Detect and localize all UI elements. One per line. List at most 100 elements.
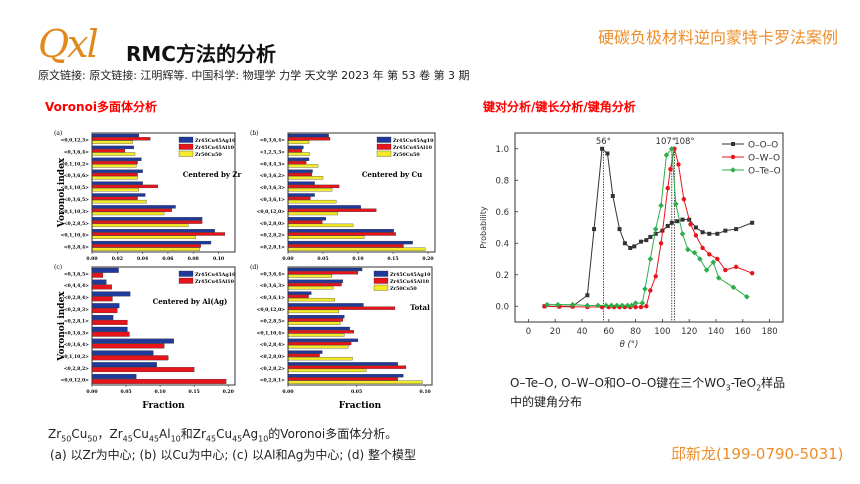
contact-info: 邱新龙(199-0790-5031) [671,445,844,463]
x-tick-label: 0.20 [422,256,433,262]
bar [287,271,359,275]
x-tick-label: 80 [630,327,641,337]
series-line [544,147,753,307]
data-point [665,223,670,228]
bar [287,338,359,342]
panel-label: (d) [250,264,259,271]
x-axis-label: Fraction [142,401,185,411]
bar [91,362,157,368]
y-tick-label: 0.6 [495,208,509,218]
bar [91,355,169,361]
data-point [585,293,590,298]
plot-frame [91,266,236,386]
logo: Qxl [38,22,99,66]
category-label: <0,1,10,2> [61,161,90,167]
data-point [700,230,705,235]
data-point [691,249,698,256]
x-tick-label: 0.10 [420,389,431,395]
topic-title: 硬碳负极材料逆向蒙特卡罗法案例 [598,28,839,47]
bar [91,137,151,141]
data-point [707,231,712,236]
bar [287,229,394,233]
series-line [544,148,753,308]
category-label: <0,0,12,3> [61,137,90,143]
category-label: <0,3,6,3> [260,283,285,289]
data-point [673,201,679,207]
y-axis-label: Probability [479,206,488,249]
category-label: <0,1,10,3> [61,209,90,215]
bar [287,160,307,165]
x-tick-label: 120 [681,327,697,337]
bar [287,133,329,138]
data-point [648,234,653,239]
x-tick-label: 0.00 [86,256,97,262]
data-point [668,145,675,152]
data-point [633,304,638,310]
category-label: <0,3,6,5> [64,271,89,277]
data-point [697,256,703,262]
bar [287,223,354,228]
bar [91,247,200,251]
plot-frame [514,132,784,323]
bar [287,145,304,150]
bar [91,199,147,204]
bar [287,235,365,239]
legend-label: O–W–O [748,154,780,164]
x-tick-label: 0.10 [352,256,363,262]
data-point [658,241,664,246]
legend-label: Zr45Cu45Al10 [390,279,430,285]
data-point [665,185,670,191]
bar [287,362,398,366]
category-label: <0,2,8,5> [64,221,89,227]
bar [287,279,344,283]
data-point [681,196,687,202]
x-tick-label: 40 [577,327,588,337]
bar [287,267,363,272]
data-point [676,162,681,167]
bar [287,318,344,322]
data-point [628,245,633,250]
legend-swatch [178,277,194,284]
bar [91,152,136,156]
panel-title: Centered by Zr [183,170,242,179]
category-label: <0,3,6,6> [64,173,89,179]
bar [287,176,324,180]
bar [287,330,354,334]
bar [287,286,334,290]
y-axis-label: Voronoi index [57,291,67,362]
legend-swatch [376,143,392,150]
right-caption-line2: 中的键角分布 [510,395,583,409]
category-label: <0,3,6,1> [260,197,285,203]
bar [287,345,349,349]
y-axis-label: Voronoi index [57,157,67,228]
x-tick-label: 0.05 [351,389,362,395]
data-point [658,202,664,209]
bar [91,181,143,185]
data-point [648,288,653,293]
data-point [622,241,627,246]
data-point [733,264,739,270]
legend-label: Zr45Cu45Ag10 [390,272,431,278]
bar [91,244,201,248]
bar [287,181,315,185]
bar [287,356,353,361]
category-label: <0,4,4,3> [260,161,285,167]
plot-frame [287,132,436,253]
bar [91,284,112,290]
bar [91,232,226,236]
bar [91,279,107,285]
data-point [669,220,674,225]
bar [287,282,342,287]
bar [287,152,310,156]
bar [287,341,352,346]
data-point [628,302,635,309]
category-label: <0,2,8,1> [260,245,285,251]
bar [287,365,407,369]
x-tick-label: 180 [761,327,777,337]
data-point [642,286,648,292]
category-label: <0,2,8,0> [260,221,285,227]
bar [287,196,311,200]
right-caption-line1: O–Te–O, O–W–O和O–O–O键在三个WO3-TeO2样品 [510,376,786,393]
y-tick-label: 0.4 [495,239,509,249]
